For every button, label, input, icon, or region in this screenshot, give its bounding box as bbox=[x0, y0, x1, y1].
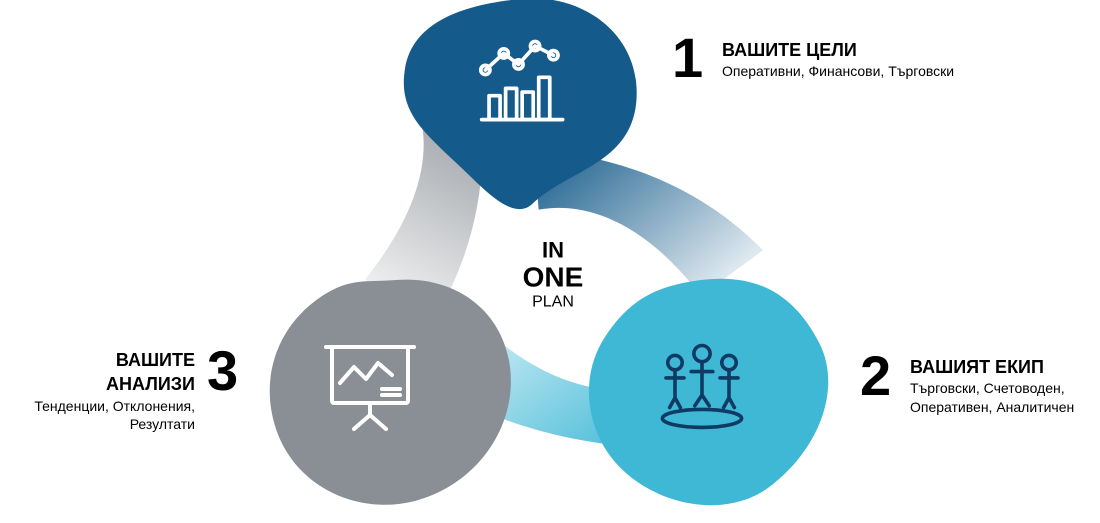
node-top-label: ВАШИТЕ ЦЕЛИ Оперативни, Финансови, Търго… bbox=[722, 38, 1022, 81]
node-right-number: 2 bbox=[860, 348, 891, 404]
node-right-title: ВАШИЯТ ЕКИП bbox=[910, 355, 1100, 379]
infographic-stage: IN ONE PLAN 1 2 3 ВАШИТЕ ЦЕЛИ Оперативни… bbox=[0, 0, 1100, 523]
chart-growth-icon bbox=[478, 35, 570, 127]
node-top-sub: Оперативни, Финансови, Търговски bbox=[722, 62, 1022, 81]
node-left-title1: ВАШИТЕ bbox=[10, 348, 195, 372]
node-top-title: ВАШИТЕ ЦЕЛИ bbox=[722, 38, 1022, 62]
center-caption: IN ONE PLAN bbox=[523, 239, 584, 312]
node-left-title2: АНАЛИЗИ bbox=[10, 372, 195, 396]
node-right-sub: Търговски, Счетоводен,Оперативен, Аналит… bbox=[910, 379, 1100, 417]
node-left-sub: Тенденции, Отклонения,Резултати bbox=[10, 397, 195, 435]
presentation-icon bbox=[320, 335, 420, 435]
center-line-3: PLAN bbox=[523, 294, 584, 312]
node-left-number: 3 bbox=[207, 343, 238, 399]
node-left-label: ВАШИТЕ АНАЛИЗИ Тенденции, Отклонения,Рез… bbox=[10, 348, 195, 434]
node-right-label: ВАШИЯТ ЕКИП Търговски, Счетоводен,Операт… bbox=[910, 355, 1100, 417]
node-top-number: 1 bbox=[672, 30, 703, 86]
center-line-1: IN bbox=[523, 239, 584, 263]
team-icon bbox=[648, 340, 756, 432]
center-line-2: ONE bbox=[523, 263, 584, 294]
